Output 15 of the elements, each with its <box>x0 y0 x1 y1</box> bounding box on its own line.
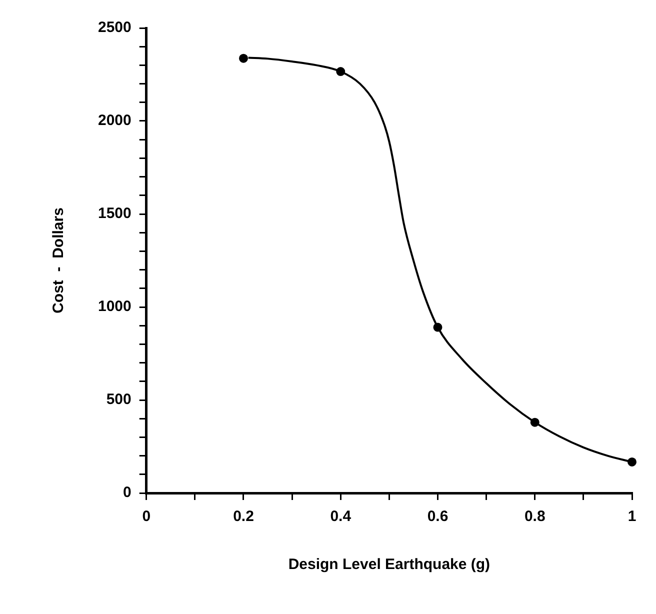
y-axis-title: Cost - Dollars <box>50 208 68 314</box>
y-tick-label: 2500 <box>98 19 132 36</box>
x-tick-label: 0.4 <box>330 508 352 526</box>
x-axis-title: Design Level Earthquake (g) <box>288 556 490 574</box>
x-tick-label: 1 <box>628 508 636 526</box>
point <box>238 54 248 63</box>
x-tick-label: 0 <box>142 508 151 526</box>
x-tick-label: 0.2 <box>233 508 254 526</box>
y-tick-label: 1500 <box>98 205 132 222</box>
y-tick-label: 500 <box>106 391 132 408</box>
x-tick-label: 0.8 <box>524 508 546 526</box>
y-tick-label: 2000 <box>98 112 132 130</box>
y-tick-label: 1000 <box>98 298 132 316</box>
x-tick-label: 0.6 <box>427 508 448 526</box>
y-tick-label: 0 <box>123 484 132 502</box>
